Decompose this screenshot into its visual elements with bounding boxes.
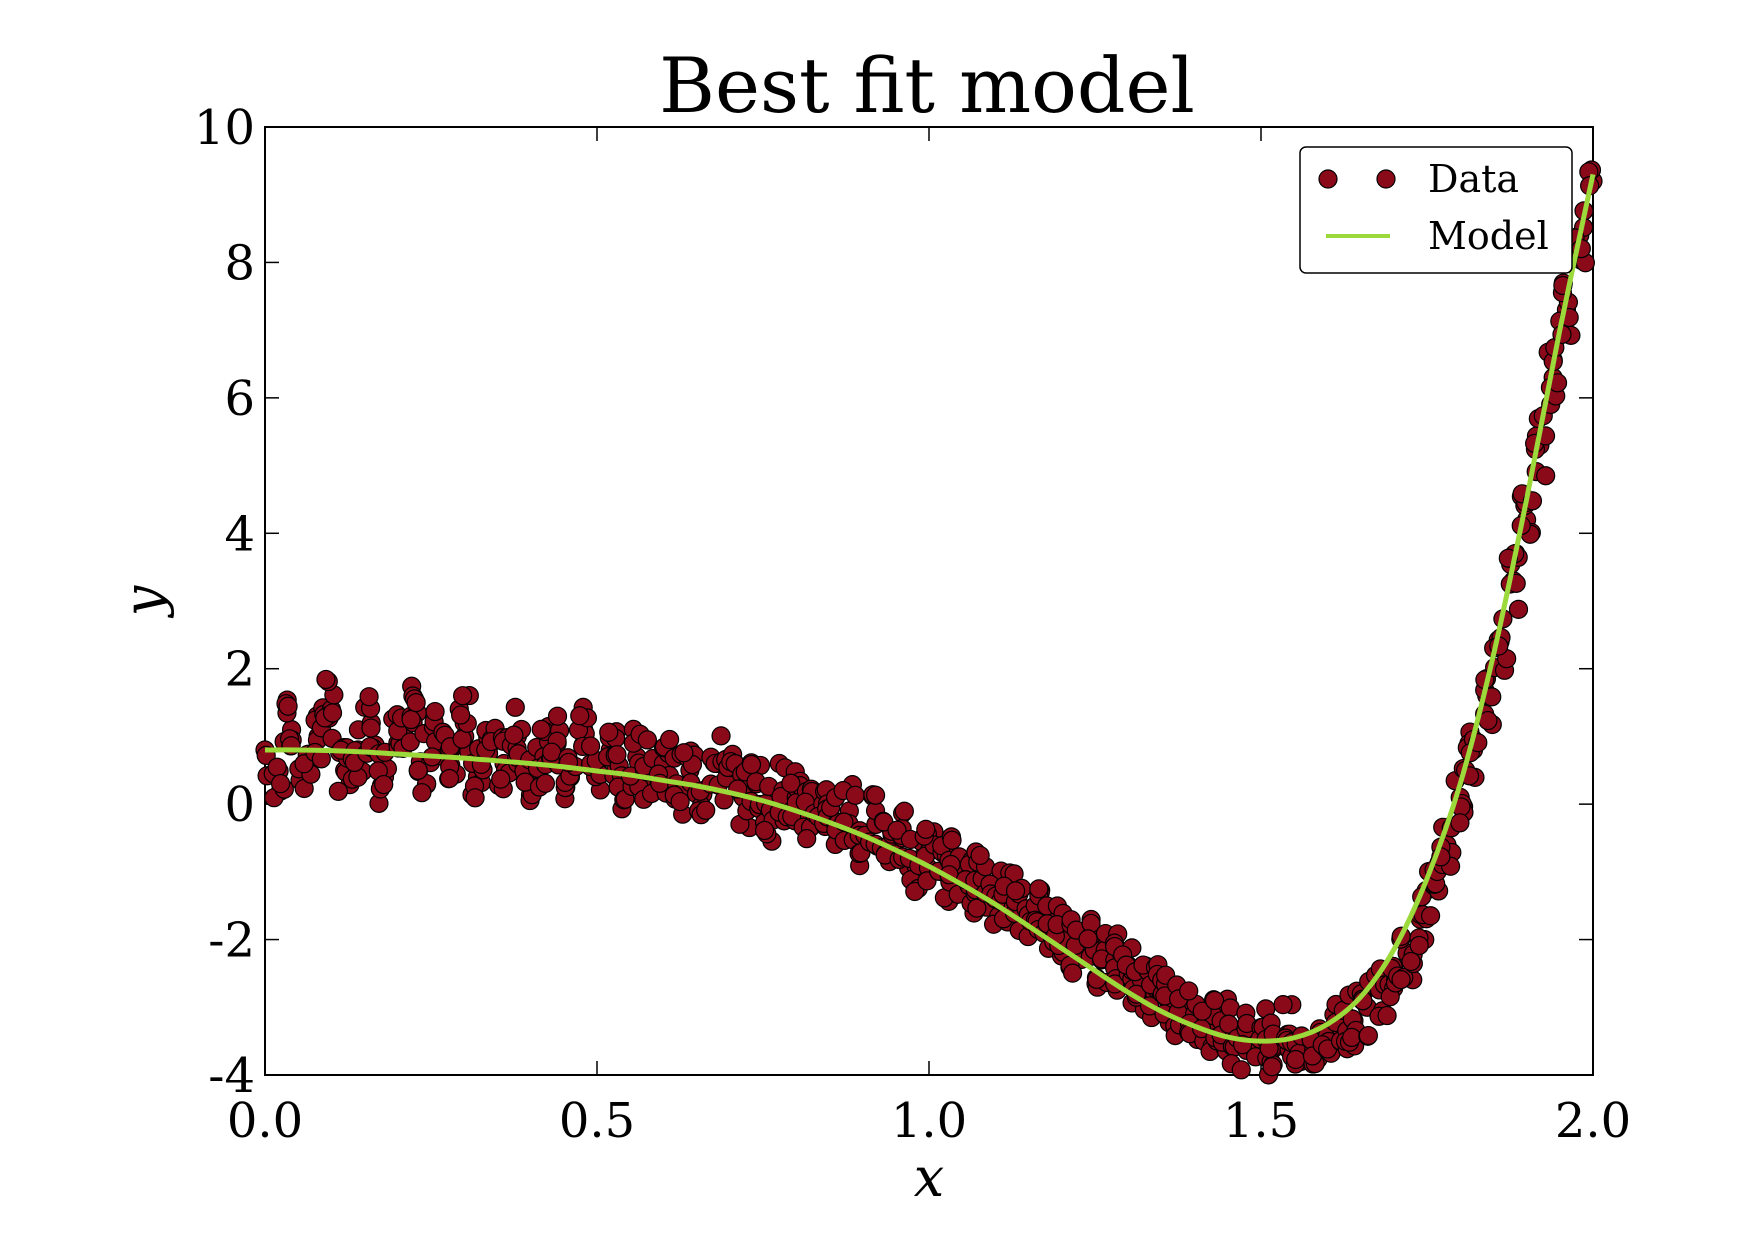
data-point [1078,929,1098,949]
data-point [270,774,291,794]
data-point [406,692,426,713]
data-point [607,745,627,765]
data-point [1401,951,1421,972]
data-point [374,774,394,795]
y-tick-label: 8 [224,235,255,291]
data-point [580,736,601,756]
legend-model-label: Model [1428,214,1549,258]
data-point [359,687,379,707]
legend-data-label: Data [1428,157,1519,201]
data-point [781,773,801,793]
data-point [491,769,511,789]
data-point [637,730,657,750]
data-point [696,800,716,820]
data-point [328,781,348,801]
data-point [970,845,990,866]
data-series [255,160,1603,1085]
data-point [887,820,907,840]
y-tick-label: 6 [224,371,255,427]
y-tick-label: -2 [208,913,255,969]
x-tick-label: 1.5 [1223,1093,1299,1149]
data-point [542,742,562,762]
y-tick-label: 0 [224,777,255,833]
data-point [1508,599,1529,619]
data-point [1286,1049,1306,1070]
data-point [1063,963,1083,983]
data-point [1409,935,1429,956]
data-point [754,820,775,841]
data-point [1536,466,1556,486]
data-point [1179,981,1199,1001]
y-tick-label: 10 [194,100,255,156]
data-point [267,757,287,777]
data-point [711,726,731,746]
data-point [865,785,886,805]
y-tick-label: 2 [224,642,255,698]
data-point [1342,1027,1362,1048]
data-point [535,773,556,793]
x-tick-label: 2.0 [1555,1093,1631,1149]
data-point [1262,1057,1282,1077]
data-point [425,701,445,722]
data-point [453,686,473,706]
data-point [660,729,680,750]
x-tick-label: 0.0 [227,1093,303,1149]
chart-title: Best fit model [659,41,1195,130]
data-point [942,830,962,850]
data-point [439,768,460,789]
data-point [1450,813,1470,833]
data-point [1273,995,1293,1015]
data-point [465,788,485,808]
x-tick-label: 0.5 [559,1093,635,1149]
data-point [916,819,936,839]
axis-ticks: 0.0 0.5 1.0 1.5 2.0 -4 -2 0 2 4 6 8 10 [194,100,1631,1149]
data-point [408,760,428,780]
model-line [264,173,1596,1044]
data-point [412,783,432,803]
data-point [401,709,421,730]
data-point [278,696,298,716]
data-point [570,706,590,726]
data-point [1377,1005,1397,1026]
data-point [505,697,525,717]
data-point [1005,881,1026,901]
data-point [741,754,762,775]
legend-data-marker-2 [1376,169,1396,189]
data-point [316,669,336,690]
y-tick-label: 4 [224,506,255,562]
model-series [264,173,1596,1044]
x-axis-label: x [914,1146,944,1209]
data-point [452,729,472,749]
data-point [967,898,987,918]
data-point [1391,970,1411,990]
y-axis-label: y [112,584,175,618]
x-tick-label: 1.0 [891,1093,967,1149]
data-point [531,719,551,739]
data-point [547,706,568,726]
data-point [894,801,914,821]
data-point [361,718,381,738]
data-point [1420,906,1441,926]
data-point [1204,990,1225,1011]
data-point [905,881,925,902]
data-point [674,743,694,763]
data-point [1358,1025,1378,1046]
legend-box [1299,146,1573,274]
data-point [670,791,690,812]
legend-data-marker-1 [1318,169,1338,189]
data-point [451,705,471,725]
data-point [797,829,817,849]
data-point [504,725,524,745]
data-point [845,785,865,805]
legend: Data Model [1299,146,1573,274]
data-point [599,722,619,742]
data-point [322,703,343,723]
data-point [1192,1001,1212,1021]
y-tick-label: -4 [208,1048,255,1104]
data-point [1029,879,1049,899]
data-point [1231,1060,1251,1080]
